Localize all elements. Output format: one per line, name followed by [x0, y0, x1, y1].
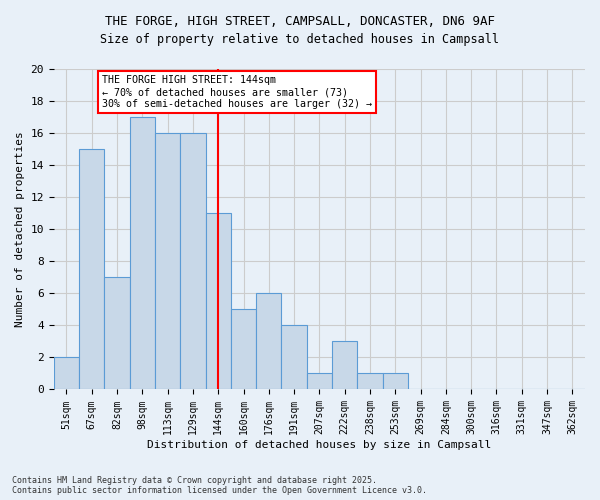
X-axis label: Distribution of detached houses by size in Campsall: Distribution of detached houses by size … [147, 440, 491, 450]
Bar [231, 310, 256, 390]
Bar [383, 374, 408, 390]
Bar [256, 294, 281, 390]
Bar [79, 149, 104, 390]
Text: Size of property relative to detached houses in Campsall: Size of property relative to detached ho… [101, 32, 499, 46]
Y-axis label: Number of detached properties: Number of detached properties [15, 132, 25, 327]
Bar [155, 133, 180, 390]
Bar [358, 374, 383, 390]
Bar [281, 326, 307, 390]
Bar [206, 213, 231, 390]
Bar [307, 374, 332, 390]
Text: Contains HM Land Registry data © Crown copyright and database right 2025.
Contai: Contains HM Land Registry data © Crown c… [12, 476, 427, 495]
Bar [180, 133, 206, 390]
Bar [104, 278, 130, 390]
Bar [130, 117, 155, 390]
Bar [54, 358, 79, 390]
Bar [332, 342, 358, 390]
Text: THE FORGE, HIGH STREET, CAMPSALL, DONCASTER, DN6 9AF: THE FORGE, HIGH STREET, CAMPSALL, DONCAS… [105, 15, 495, 28]
Text: THE FORGE HIGH STREET: 144sqm
← 70% of detached houses are smaller (73)
30% of s: THE FORGE HIGH STREET: 144sqm ← 70% of d… [102, 76, 372, 108]
